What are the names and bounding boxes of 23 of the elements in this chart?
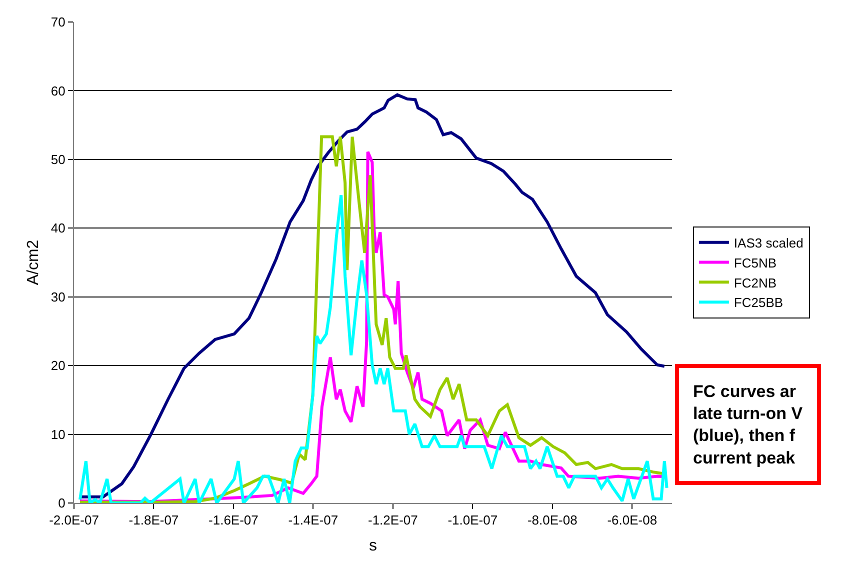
- text: FC curves ar late turn-on V (blue), then f current peak: [693, 382, 804, 468]
- y-tick-label: 40: [50, 220, 66, 236]
- y-tick-label: 30: [50, 289, 66, 304]
- legend-label: IAS3 scaled: [734, 235, 804, 250]
- y-tick-label: 20: [50, 358, 66, 374]
- x-tick-label: -1.8E-07: [128, 512, 179, 528]
- x-tick-label: -1.6E-07: [208, 512, 258, 528]
- x-tick-label: -1.0E-07: [448, 512, 498, 528]
- y-tick-label: 0: [58, 496, 66, 511]
- y-tick-label: 10: [50, 426, 66, 442]
- legend-label: FC25BB: [734, 295, 784, 310]
- x-tick-label: -1.2E-07: [368, 512, 418, 528]
- legend-label: FC2NB: [734, 275, 777, 290]
- x-tick-label: -1.4E-07: [288, 512, 338, 528]
- legend-label: FC5NB: [734, 255, 777, 270]
- y-tick-label: 60: [50, 83, 66, 98]
- y-tick-label: 50: [50, 152, 66, 167]
- y-axis-title: A/cm2: [24, 240, 42, 286]
- y-tick-label: 70: [50, 14, 66, 30]
- x-tick-label: -6.0E-08: [607, 512, 658, 528]
- x-axis-title: s: [369, 537, 377, 554]
- x-tick-label: -2.0E-07: [49, 512, 99, 528]
- x-tick-label: -8.0E-08: [527, 512, 578, 528]
